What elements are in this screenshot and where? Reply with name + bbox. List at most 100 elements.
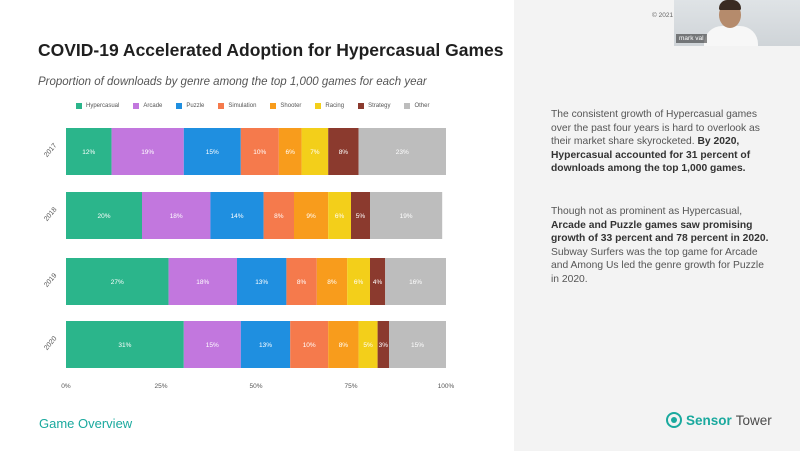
bar-2020-shooter [328, 321, 359, 368]
x-tick-1: 25% [154, 383, 167, 390]
slide-title: COVID-19 Accelerated Adoption for Hyperc… [38, 40, 504, 60]
presenter-hair [719, 0, 741, 10]
category-label-2019: 2019 [43, 272, 58, 289]
legend-label-simulation: Simulation [228, 103, 257, 109]
data-label-2018-hypercasual: 20% [97, 213, 110, 220]
data-label-2019-shooter: 8% [327, 279, 337, 286]
x-tick-2: 50% [249, 383, 262, 390]
x-tick-0: 0% [61, 383, 71, 390]
category-label-2018: 2018 [43, 206, 58, 223]
paragraph-hypercasual-growth: The consistent growth of Hypercasual gam… [551, 108, 771, 176]
bar-2017-arcade [111, 128, 184, 175]
chart-subtitle: Proportion of downloads by genre among t… [38, 76, 427, 88]
legend-item-shooter: Shooter [270, 103, 301, 109]
data-label-2017-racing: 7% [310, 149, 320, 156]
legend-swatch-arcade [133, 103, 140, 109]
data-label-2018-puzzle: 14% [230, 213, 243, 220]
legend-item-hypercasual: Hypercasual [76, 103, 119, 109]
legend-label-hypercasual: Hypercasual [86, 103, 120, 109]
data-label-2017-simulation: 10% [253, 149, 266, 156]
copyright-text: © 2021 [652, 12, 674, 19]
bar-2018-simulation [263, 192, 294, 239]
data-label-2020-strategy: 3% [379, 342, 389, 349]
category-label-2017: 2017 [43, 142, 58, 159]
bar-2019-puzzle [237, 258, 287, 305]
data-label-2019-racing: 6% [354, 279, 364, 286]
bar-2018-arcade [142, 192, 211, 239]
bar-2018-shooter [294, 192, 329, 239]
bar-2017-other [358, 128, 446, 175]
legend-label-racing: Racing [325, 103, 345, 109]
data-label-2019-simulation: 8% [297, 279, 307, 286]
data-label-2017-arcade: 19% [141, 149, 154, 156]
data-label-2017-puzzle: 15% [206, 149, 219, 156]
paragraph-2-text-b: Subway Surfers was the top game for Arca… [551, 246, 764, 285]
bar-2020-arcade [183, 321, 241, 368]
legend-swatch-puzzle [176, 103, 183, 109]
x-tick-4: 100% [438, 383, 455, 390]
legend-item-puzzle: Puzzle [176, 103, 204, 109]
category-label-2020: 2020 [43, 335, 58, 352]
data-label-2020-simulation: 10% [303, 342, 316, 349]
bar-2017-strategy [328, 128, 359, 175]
data-label-2018-shooter: 9% [306, 213, 316, 220]
data-label-2020-racing: 5% [363, 342, 373, 349]
data-label-2017-hypercasual: 12% [82, 149, 95, 156]
bar-2019-hypercasual [66, 258, 169, 305]
bar-2019-racing [347, 258, 370, 305]
slide-sidebar [514, 0, 800, 451]
section-footer: Game Overview [39, 416, 133, 431]
bar-2017-hypercasual [66, 128, 112, 175]
legend-item-simulation: Simulation [218, 103, 256, 109]
x-tick-3: 75% [344, 383, 357, 390]
bar-2020-hypercasual [66, 321, 184, 368]
legend-swatch-other [404, 103, 411, 109]
bar-2017-simulation [240, 128, 279, 175]
presenter-name-tag: mark val [676, 34, 707, 43]
data-label-2017-other: 23% [396, 149, 409, 156]
bar-2019-simulation [286, 258, 317, 305]
bar-2018-hypercasual [66, 192, 142, 239]
legend-label-puzzle: Puzzle [186, 103, 205, 109]
brand-name-bold: Sensor [686, 412, 732, 428]
data-label-2018-strategy: 5% [356, 213, 366, 220]
data-label-2019-other: 16% [409, 279, 422, 286]
bar-2017-shooter [278, 128, 302, 175]
legend-label-strategy: Strategy [368, 103, 391, 109]
legend-swatch-shooter [270, 103, 277, 109]
paragraph-1-highlight: By 2020, Hypercasual accounted for 31 pe… [551, 136, 751, 175]
sensor-tower-icon [666, 412, 682, 428]
data-label-2020-shooter: 8% [339, 342, 349, 349]
bar-2017-puzzle [183, 128, 241, 175]
paragraph-2-text-a: Though not as prominent as Hypercasual, [551, 206, 743, 217]
paragraph-1-text: The consistent growth of Hypercasual gam… [551, 109, 760, 148]
legend-label-arcade: Arcade [143, 103, 163, 109]
legend-swatch-hypercasual [76, 103, 82, 109]
data-label-2017-shooter: 6% [285, 149, 295, 156]
legend-item-arcade: Arcade [133, 103, 162, 109]
bar-2020-simulation [290, 321, 329, 368]
legend-label-other: Other [414, 103, 430, 109]
legend-item-strategy: Strategy [358, 103, 390, 109]
bar-2020-other [389, 321, 446, 368]
paragraph-arcade-puzzle: Though not as prominent as Hypercasual, … [551, 205, 771, 287]
data-label-2017-strategy: 8% [339, 149, 349, 156]
presenter-webcam: mark val [674, 0, 800, 46]
bar-2018-puzzle [210, 192, 264, 239]
data-label-2020-other: 15% [411, 342, 424, 349]
data-label-2019-arcade: 18% [196, 279, 209, 286]
bar-2019-strategy [370, 258, 386, 305]
sensor-tower-logo: Sensor Tower [666, 412, 772, 428]
data-label-2020-puzzle: 13% [259, 342, 272, 349]
legend-item-other: Other [404, 103, 429, 109]
bar-2019-shooter [316, 258, 348, 305]
chart-legend: Hypercasual Arcade Puzzle Simulation Shooter… [76, 100, 476, 112]
data-label-2018-arcade: 18% [170, 213, 183, 220]
data-label-2019-strategy: 4% [373, 279, 383, 286]
bar-2020-puzzle [240, 321, 291, 368]
data-label-2018-other: 19% [400, 213, 413, 220]
bar-2018-racing [328, 192, 351, 239]
data-label-2020-arcade: 15% [206, 342, 219, 349]
paragraph-2-highlight: Arcade and Puzzle games saw promising gr… [551, 219, 769, 245]
bar-2017-racing [301, 128, 329, 175]
